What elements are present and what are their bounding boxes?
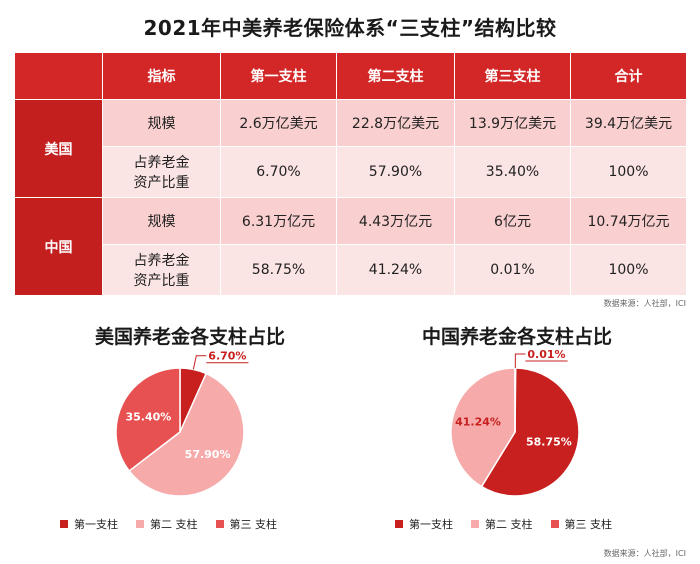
region-label-us: 美国 — [14, 99, 103, 198]
cn-pie-chart: 58.75% 41.24% 0.01% — [450, 348, 580, 497]
value-cell: 39.4万亿美元 — [570, 99, 687, 147]
legend-swatch — [471, 520, 479, 528]
metric-cell: 规模 — [102, 99, 221, 147]
metric-cell: 占养老金 资产比重 — [102, 244, 221, 296]
value-cell: 57.90% — [336, 146, 455, 198]
value-cell: 100% — [570, 146, 687, 198]
legend-label: 第三 支柱 — [229, 518, 278, 531]
pie-leader-line — [192, 355, 207, 370]
metric-line: 资产比重 — [133, 273, 190, 289]
legend-label: 第二 支柱 — [150, 518, 198, 531]
header-cell — [14, 52, 103, 100]
legend-swatch — [550, 520, 559, 528]
legend-label: 第二 支柱 — [485, 518, 533, 531]
page-title: 2021年中美养老保险体系“三支柱”结构比较 — [143, 16, 557, 40]
table-source-note: 数据来源：人社部，ICI — [603, 299, 686, 308]
chart-source-note: 数据来源：人社部，ICI — [603, 549, 686, 558]
legend-item: 第三 支柱 — [215, 516, 278, 532]
value-cell: 4.43万亿元 — [336, 197, 455, 245]
pie-data-label: 58.75% — [526, 436, 572, 449]
header-cell: 第三支柱 — [454, 52, 571, 100]
table-row: 中国 规模 6.31万亿元 4.43万亿元 6亿元 10.74万亿元 — [14, 197, 687, 296]
pie-data-label: 57.90% — [185, 448, 231, 461]
pie-data-label: 6.70% — [208, 350, 246, 363]
header-cell: 第二支柱 — [336, 52, 455, 100]
us-pie-chart: 6.70% 57.90% 35.40% — [115, 350, 249, 497]
pie-data-label: 41.24% — [455, 416, 501, 429]
legend-item: 第二 支柱 — [471, 516, 533, 532]
metric-line: 占养老金 — [133, 155, 190, 171]
metric-cell: 占养老金 资产比重 — [102, 146, 221, 198]
us-pie-title: 美国养老金各支柱占比 — [94, 326, 285, 348]
legend-swatch — [215, 520, 224, 528]
legend-swatch — [60, 520, 68, 528]
metric-cell: 规模 — [102, 197, 221, 245]
value-cell: 0.01% — [454, 244, 571, 296]
legend-label: 第三 支柱 — [564, 518, 613, 531]
pie-slice — [115, 367, 181, 472]
legend-swatch — [136, 520, 144, 528]
value-cell: 6.70% — [220, 146, 337, 198]
region-label-cn: 中国 — [14, 197, 103, 296]
legend-swatch — [395, 520, 403, 528]
pie-leader-line — [514, 353, 526, 369]
value-cell: 35.40% — [454, 146, 571, 198]
legend-item: 第三 支柱 — [550, 516, 613, 532]
pie-data-label: 0.01% — [527, 348, 565, 361]
us-pie-legend: 第一支柱 第二 支柱 第三 支柱 — [60, 516, 277, 532]
pie-slice — [514, 367, 517, 433]
cn-pie-legend: 第一支柱 第二 支柱 第三 支柱 — [395, 516, 612, 532]
header-cell: 第一支柱 — [220, 52, 337, 100]
table-row: 美国 规模 2.6万亿美元 22.8万亿美元 13.9万亿美元 39.4万亿美元 — [14, 99, 687, 198]
value-cell: 58.75% — [220, 244, 337, 296]
header-cell: 指标 — [102, 52, 221, 100]
pie-slice — [480, 367, 580, 497]
value-cell: 13.9万亿美元 — [454, 99, 571, 147]
value-cell: 2.6万亿美元 — [220, 99, 337, 147]
pie-data-label: 35.40% — [125, 410, 171, 423]
header-cell: 合计 — [570, 52, 687, 100]
value-cell: 6.31万亿元 — [220, 197, 337, 245]
legend-label: 第一支柱 — [74, 518, 118, 531]
legend-item: 第二 支柱 — [136, 516, 198, 532]
pie-slice — [450, 367, 516, 488]
pie-slice — [128, 372, 245, 497]
table-row: 占养老金 资产比重 6.70% 57.90% 35.40% 100% — [15, 146, 687, 198]
legend-item: 第一支柱 — [395, 516, 453, 532]
table-row: 占养老金 资产比重 58.75% 41.24% 0.01% 100% — [15, 244, 687, 296]
legend-item: 第一支柱 — [60, 516, 118, 532]
cn-pie-title: 中国养老金各支柱占比 — [421, 326, 612, 348]
value-cell: 41.24% — [336, 244, 455, 296]
legend-label: 第一支柱 — [409, 518, 453, 531]
metric-line: 资产比重 — [133, 175, 190, 191]
value-cell: 100% — [570, 244, 687, 296]
value-cell: 10.74万亿元 — [570, 197, 687, 245]
value-cell: 6亿元 — [454, 197, 571, 245]
value-cell: 22.8万亿美元 — [336, 99, 455, 147]
metric-line: 占养老金 — [133, 253, 190, 269]
comparison-table: 指标 第一支柱 第二支柱 第三支柱 合计 美国 规模 2.6万亿美元 22.8万… — [14, 52, 687, 296]
table-header-row: 指标 第一支柱 第二支柱 第三支柱 合计 — [14, 52, 687, 100]
